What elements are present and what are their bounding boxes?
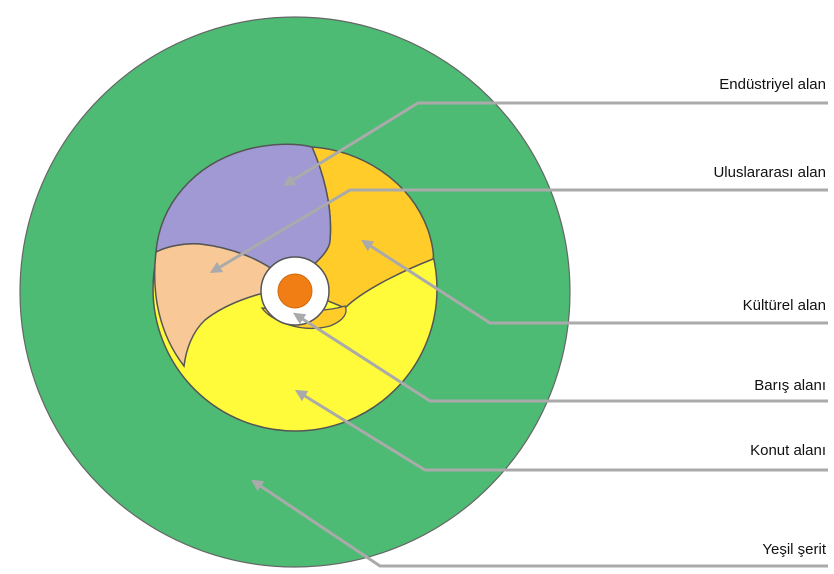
arrow-industrial <box>282 101 828 187</box>
label-cultural-area: Kültürel alan <box>742 297 826 314</box>
callout-lines <box>209 101 828 568</box>
international-zone <box>153 243 294 368</box>
label-peace-area: Barış alanı <box>754 377 826 394</box>
label-industrial-area: Endüstriyel alan <box>719 76 826 93</box>
arrow-cultural <box>360 239 828 325</box>
arrow-residential <box>294 389 828 472</box>
label-international-area: Uluslararası alan <box>713 164 826 181</box>
arrow-international <box>209 188 828 274</box>
arrow-peace <box>292 312 828 403</box>
label-green-belt: Yeşil şerit <box>762 541 826 558</box>
label-residential-area: Konut alanı <box>750 442 826 459</box>
arrow-green <box>251 479 828 568</box>
peace-zone-core <box>277 273 313 309</box>
